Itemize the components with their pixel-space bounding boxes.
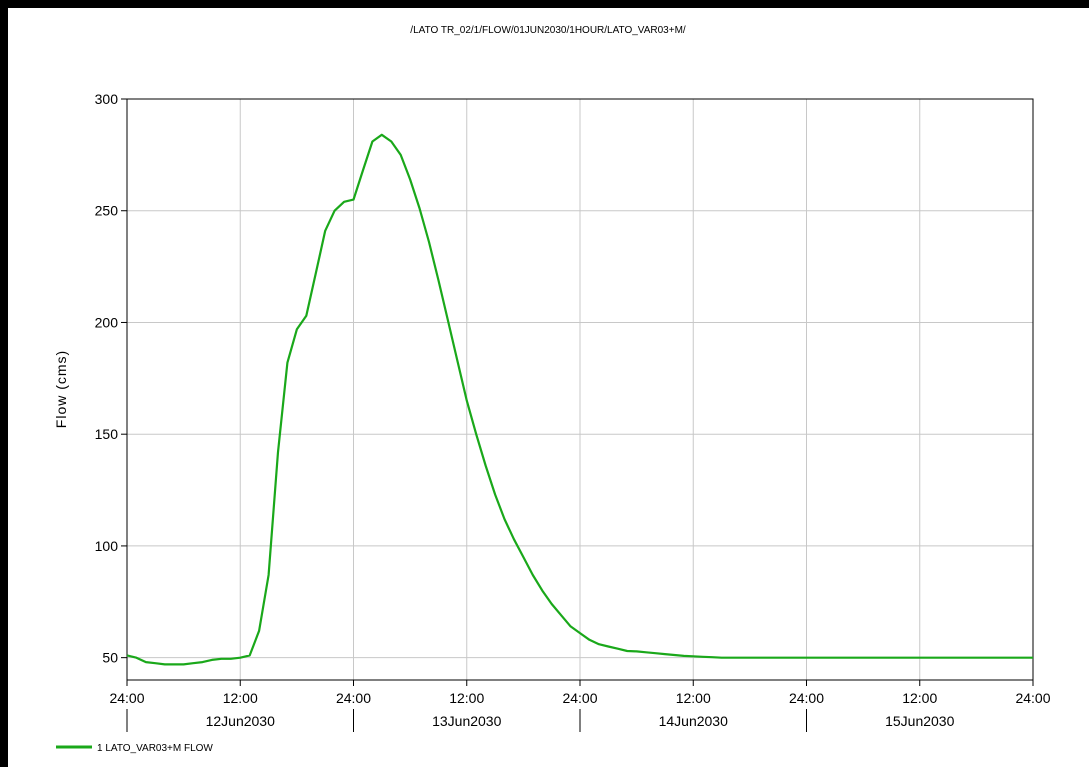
- date-label: 14Jun2030: [659, 713, 729, 729]
- y-axis-label: Flow (cms): [53, 350, 69, 428]
- x-tick-label: 12:00: [676, 690, 711, 706]
- grid: [127, 99, 1033, 680]
- x-tick-label: 24:00: [562, 690, 597, 706]
- x-tick-label: 24:00: [109, 690, 144, 706]
- date-label: 13Jun2030: [432, 713, 502, 729]
- x-tick-label: 12:00: [902, 690, 937, 706]
- legend: 1 LATO_VAR03+M FLOW: [56, 743, 213, 754]
- y-tick-label: 100: [95, 538, 119, 554]
- y-axis: 50 100 150 200 250 300: [95, 91, 127, 666]
- date-label: 12Jun2030: [206, 713, 276, 729]
- series-layer: [126, 133, 1033, 666]
- chart-title: /LATO TR_02/1/FLOW/01JUN2030/1HOUR/LATO_…: [410, 25, 686, 36]
- x-tick-label: 24:00: [336, 690, 371, 706]
- x-tick-label: 12:00: [449, 690, 484, 706]
- y-tick-label: 200: [95, 314, 119, 330]
- y-tick-label: 250: [95, 203, 119, 219]
- flow-series-line: [126, 133, 1033, 666]
- flow-chart: /LATO TR_02/1/FLOW/01JUN2030/1HOUR/LATO_…: [53, 25, 1051, 754]
- y-tick-label: 300: [95, 91, 119, 107]
- x-axis: 24:00 12:00 24:00 12:00 24:00 12:00 24:00 12:00…: [109, 680, 1051, 732]
- x-tick-label: 24:00: [789, 690, 824, 706]
- legend-label: 1 LATO_VAR03+M FLOW: [97, 743, 213, 754]
- x-tick-label: 12:00: [223, 690, 258, 706]
- y-tick-label: 150: [95, 426, 119, 442]
- y-tick-label: 50: [102, 650, 118, 666]
- x-tick-label: 24:00: [1015, 690, 1050, 706]
- chart-panel: /LATO TR_02/1/FLOW/01JUN2030/1HOUR/LATO_…: [8, 8, 1089, 767]
- date-label: 15Jun2030: [885, 713, 955, 729]
